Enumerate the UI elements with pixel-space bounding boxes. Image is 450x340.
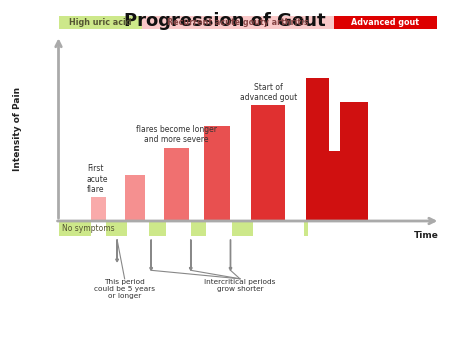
Text: First
acute
flare: First acute flare (87, 164, 108, 194)
Bar (304, 221, 308, 236)
Text: High uric acid: High uric acid (69, 18, 131, 27)
Bar (164, 148, 189, 221)
Text: flares become longer
and more severe: flares become longer and more severe (136, 125, 217, 144)
Bar (149, 221, 166, 236)
Text: HSS: HSS (14, 307, 49, 322)
Bar (58, 221, 90, 236)
Bar (340, 102, 369, 221)
Text: Intensity of Pain: Intensity of Pain (14, 87, 22, 171)
Text: Advanced gout: Advanced gout (351, 18, 419, 27)
Bar (306, 78, 329, 221)
Bar (232, 221, 253, 236)
Text: Start of
advanced gout: Start of advanced gout (240, 83, 297, 102)
Bar (191, 221, 206, 236)
Text: Intercritical periods
grow shorter: Intercritical periods grow shorter (204, 279, 276, 292)
Bar (106, 221, 126, 236)
Bar (90, 197, 106, 221)
Bar (204, 125, 230, 221)
Bar (329, 151, 340, 221)
Text: This period
could be 5 years
or longer: This period could be 5 years or longer (94, 279, 155, 299)
Text: Progression of Gout: Progression of Gout (124, 12, 326, 30)
Text: Time: Time (414, 231, 439, 240)
Bar (251, 105, 285, 221)
Bar (125, 175, 145, 221)
Text: Recurrent acute gouty arthritis: Recurrent acute gouty arthritis (167, 18, 309, 27)
Text: No symptoms: No symptoms (62, 224, 115, 233)
